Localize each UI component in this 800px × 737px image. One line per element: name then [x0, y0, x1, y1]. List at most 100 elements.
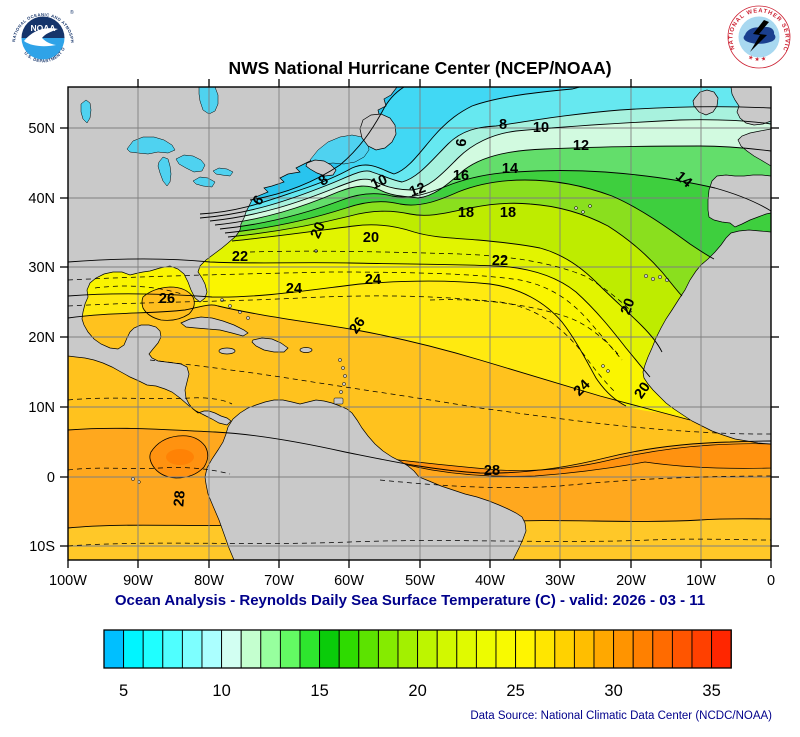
lon-label-40W: 40W [475, 573, 505, 589]
small-islands [131, 204, 669, 484]
nws-cloud-icon [743, 26, 776, 44]
isotherm-label-28-24: 28 [484, 463, 500, 479]
colorbar-segment-15 [319, 629, 340, 669]
nws-lightning-icon [750, 20, 769, 52]
isotherm-label-12-3: 12 [407, 180, 428, 201]
map-axis-labels: 50N 40N 30N 20N 10N 0 10S 100W 90W 80W 70W 60W 50W 40… [28, 121, 775, 589]
colorbar-labels: 5 10 15 20 25 30 35 [119, 682, 721, 700]
noaa-registered-mark: ® [70, 9, 74, 16]
isotherm-label-22-15: 22 [232, 249, 248, 265]
colorbar-segment-5 [123, 629, 144, 669]
temperature-colorbar [103, 629, 732, 669]
colorbar-segment-24 [495, 629, 517, 669]
lon-label-0: 0 [767, 573, 775, 589]
noaa-logo: NATIONAL OCEANIC AND ATMOSPHERIC ADMINIS… [0, 0, 75, 69]
colorbar-value-5: 5 [119, 682, 128, 700]
colorbar-segment-34 [691, 629, 713, 669]
noaa-acronym: NOAA [30, 23, 55, 33]
colorbar-value-20: 20 [408, 682, 426, 700]
isotherm-label-22-16: 22 [492, 253, 508, 269]
james-bay [198, 87, 219, 115]
lake-erie [192, 176, 216, 188]
lake-winnipeg [80, 99, 92, 124]
colorbar-value-10: 10 [212, 682, 230, 700]
iberia [707, 174, 771, 228]
isotherm-contours [68, 87, 771, 547]
lon-label-90W: 90W [123, 573, 153, 589]
colorbar-segment-20 [417, 629, 438, 669]
lat-label-30N: 30N [28, 260, 55, 276]
north-central-america [68, 87, 398, 426]
nws-arc-text: NATIONAL WEATHER SERVICE [0, 0, 790, 52]
isotherm-label-20-21: 20 [618, 296, 639, 317]
nws-stars: ★ ★ ★ [747, 54, 767, 64]
colorbar-segment-12 [260, 629, 281, 669]
isotherm-label-16-8: 16 [453, 168, 469, 184]
lat-label-50N: 50N [28, 121, 55, 137]
colorbar-segment-6 [142, 629, 164, 669]
colorbar-segment-29 [593, 629, 615, 669]
jamaica [218, 347, 236, 355]
isotherm-label-18-11: 18 [458, 205, 474, 221]
isotherm-label-10-6: 10 [533, 120, 549, 136]
isotherm-label-24-18: 24 [365, 272, 381, 288]
colorbar-segment-22 [456, 629, 477, 669]
ireland [692, 89, 719, 116]
lon-label-60W: 60W [334, 573, 364, 589]
lon-label-30W: 30W [545, 573, 575, 589]
isotherm-label-14-9: 14 [502, 161, 518, 177]
colorbar-segment-28 [573, 629, 595, 669]
isotherm-label-24-17: 24 [286, 281, 302, 297]
colorbar-segment-13 [279, 629, 301, 669]
colorbar-segment-26 [534, 629, 556, 669]
lat-label-10S: 10S [29, 539, 55, 555]
colorbar-segment-30 [613, 629, 634, 669]
colorbar-segment-21 [436, 629, 458, 669]
data-source-note: Data Source: National Climatic Data Cent… [470, 710, 772, 722]
colorbar-value-35: 35 [702, 682, 720, 700]
colorbar-segment-32 [652, 629, 673, 669]
colorbar-value-15: 15 [310, 682, 328, 700]
colorbar-segment-35 [711, 629, 732, 669]
colorbar-segment-25 [515, 629, 536, 669]
colorbar-segment-8 [181, 629, 203, 669]
colorbar-value-25: 25 [506, 682, 524, 700]
colorbar-segment-17 [358, 629, 379, 669]
colorbar-segment-4 [103, 629, 125, 669]
colorbar-segment-33 [671, 629, 693, 669]
lon-label-80W: 80W [194, 573, 224, 589]
warm-core-pacific [166, 449, 194, 465]
isotherm-label-26-19: 26 [159, 291, 175, 307]
colorbar-segment-23 [475, 629, 497, 669]
colorbar-segment-10 [221, 629, 242, 669]
lake-huron [175, 154, 206, 173]
noaa-bird-icon [24, 28, 58, 47]
isotherm-label-14-10: 14 [672, 169, 695, 192]
isotherm-label-20-13: 20 [308, 220, 329, 241]
colorbar-segment-18 [377, 629, 399, 669]
warm-patch-atlantic-equator [381, 443, 771, 477]
colorbar-border [103, 629, 732, 669]
isotherm-label-20-23: 20 [632, 380, 654, 402]
lat-label-20N: 20N [28, 330, 55, 346]
puerto-rico [299, 347, 313, 353]
colorbar-segment-7 [162, 629, 183, 669]
lon-label-100W: 100W [49, 573, 87, 589]
isotherm-label-20-14: 20 [363, 230, 379, 246]
lakes [80, 87, 234, 188]
isotherm-label-12-7: 12 [573, 138, 589, 154]
lat-label-0: 0 [47, 470, 55, 486]
lake-ontario [212, 167, 234, 177]
lon-label-50W: 50W [405, 573, 435, 589]
britain [730, 87, 771, 126]
colorbar-segment-9 [201, 629, 223, 669]
colorbar-segment-19 [397, 629, 419, 669]
noaa-logo-sky [21, 16, 65, 38]
lake-michigan [157, 156, 172, 187]
lon-label-20W: 20W [616, 573, 646, 589]
isotherm-label-18-12: 18 [500, 205, 516, 221]
isotherm-label-10-2: 10 [369, 172, 390, 193]
